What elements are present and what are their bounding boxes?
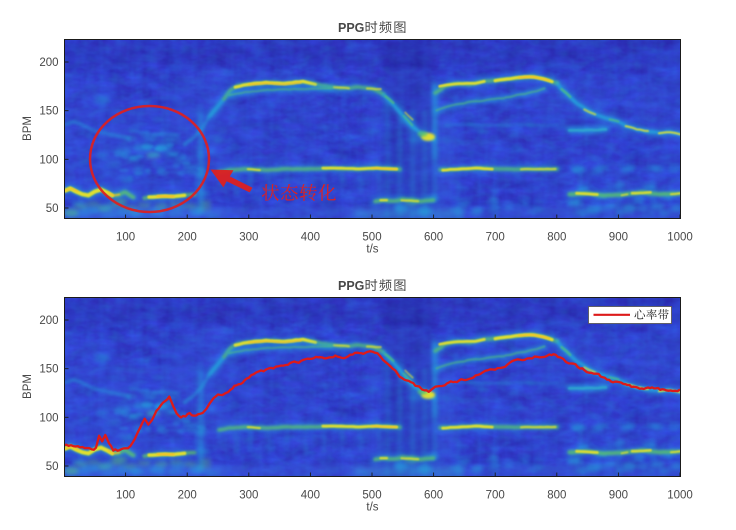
svg-text:PPG: PPG bbox=[338, 279, 364, 293]
svg-text:50: 50 bbox=[46, 203, 59, 215]
svg-text:t/s: t/s bbox=[366, 244, 378, 256]
svg-text:t/s: t/s bbox=[366, 502, 378, 514]
svg-text:300: 300 bbox=[239, 490, 258, 502]
svg-text:100: 100 bbox=[116, 232, 135, 244]
svg-text:1000: 1000 bbox=[667, 490, 693, 502]
svg-text:300: 300 bbox=[239, 232, 258, 244]
svg-text:200: 200 bbox=[39, 57, 58, 69]
svg-text:600: 600 bbox=[424, 490, 443, 502]
svg-text:PPG: PPG bbox=[338, 21, 364, 35]
svg-text:50: 50 bbox=[46, 461, 59, 473]
svg-text:150: 150 bbox=[39, 106, 58, 118]
svg-text:200: 200 bbox=[39, 315, 58, 327]
svg-text:600: 600 bbox=[424, 232, 443, 244]
svg-text:900: 900 bbox=[609, 490, 628, 502]
svg-text:200: 200 bbox=[178, 232, 197, 244]
svg-text:200: 200 bbox=[178, 490, 197, 502]
svg-text:400: 400 bbox=[301, 232, 320, 244]
svg-text:100: 100 bbox=[39, 154, 58, 166]
svg-text:BPM: BPM bbox=[22, 116, 34, 141]
svg-text:700: 700 bbox=[486, 490, 505, 502]
svg-text:400: 400 bbox=[301, 490, 320, 502]
svg-text:150: 150 bbox=[39, 364, 58, 376]
svg-text:500: 500 bbox=[362, 232, 381, 244]
svg-text:800: 800 bbox=[547, 232, 566, 244]
svg-text:100: 100 bbox=[39, 412, 58, 424]
svg-text:700: 700 bbox=[486, 232, 505, 244]
svg-text:800: 800 bbox=[547, 490, 566, 502]
svg-text:500: 500 bbox=[362, 490, 381, 502]
svg-text:BPM: BPM bbox=[22, 374, 34, 399]
svg-text:100: 100 bbox=[116, 490, 135, 502]
svg-text:900: 900 bbox=[609, 232, 628, 244]
svg-text:1000: 1000 bbox=[667, 232, 693, 244]
